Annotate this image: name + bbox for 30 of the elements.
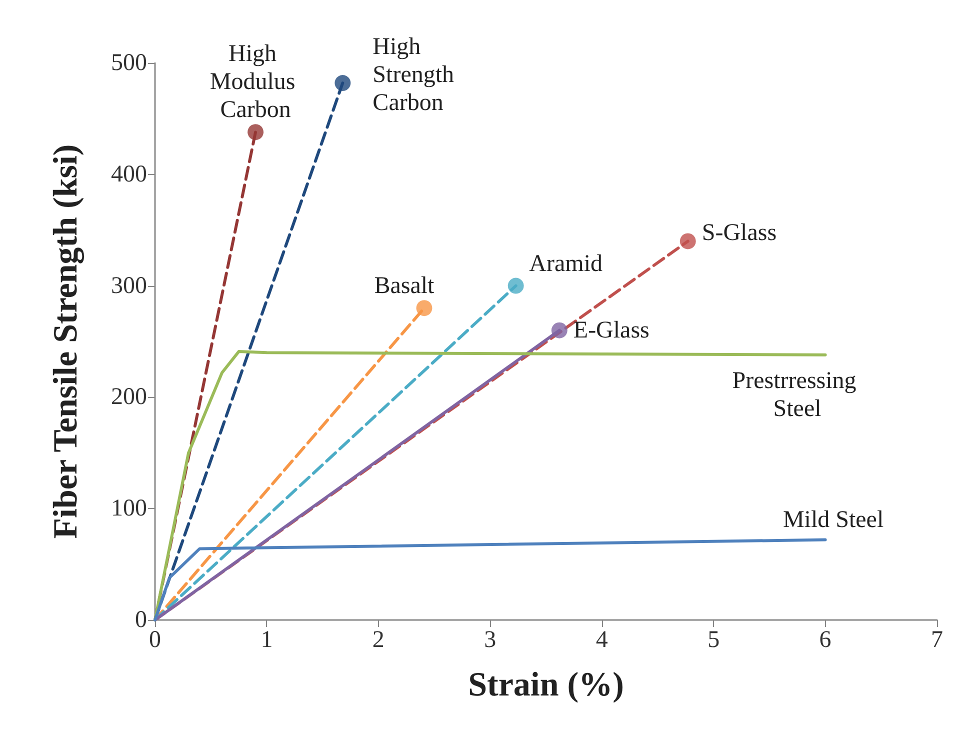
point — [416, 300, 432, 316]
x-tick-label: 1 — [260, 627, 273, 653]
point — [680, 233, 696, 250]
point — [508, 278, 524, 294]
x-tick-label: 6 — [819, 627, 832, 653]
point — [248, 124, 264, 140]
y-tick-label: 200 — [111, 384, 147, 410]
y-tick-label: 500 — [111, 50, 147, 76]
series-label: E-Glass — [573, 317, 650, 344]
series-label: Prestrressing Steel — [732, 368, 862, 422]
x-tick-label: 3 — [484, 627, 496, 653]
x-tick-label: 5 — [708, 627, 720, 653]
y-tick-label: 0 — [135, 607, 147, 633]
series-label: High Strength Carbon — [372, 34, 460, 116]
series-label: Aramid — [529, 250, 602, 277]
series-label: Basalt — [374, 273, 435, 300]
y-tick-label: 100 — [111, 496, 147, 522]
point — [334, 75, 351, 92]
y-axis-title: Fiber Tensile Strength (ksi) — [48, 144, 84, 539]
y-tick-label: 400 — [111, 161, 147, 188]
y-tick-label: 300 — [111, 272, 147, 299]
point — [551, 322, 568, 338]
x-tick-label: 2 — [372, 627, 384, 653]
x-tick-label: 4 — [596, 627, 608, 653]
series-label: High Modulus Carbon — [210, 41, 302, 124]
line-series — [154, 538, 827, 622]
series-label: Mild Steel — [782, 506, 884, 533]
x-tick-label: 7 — [931, 627, 943, 653]
series-label: S-Glass — [702, 220, 777, 246]
x-axis-title: Strain (%) — [468, 666, 624, 704]
